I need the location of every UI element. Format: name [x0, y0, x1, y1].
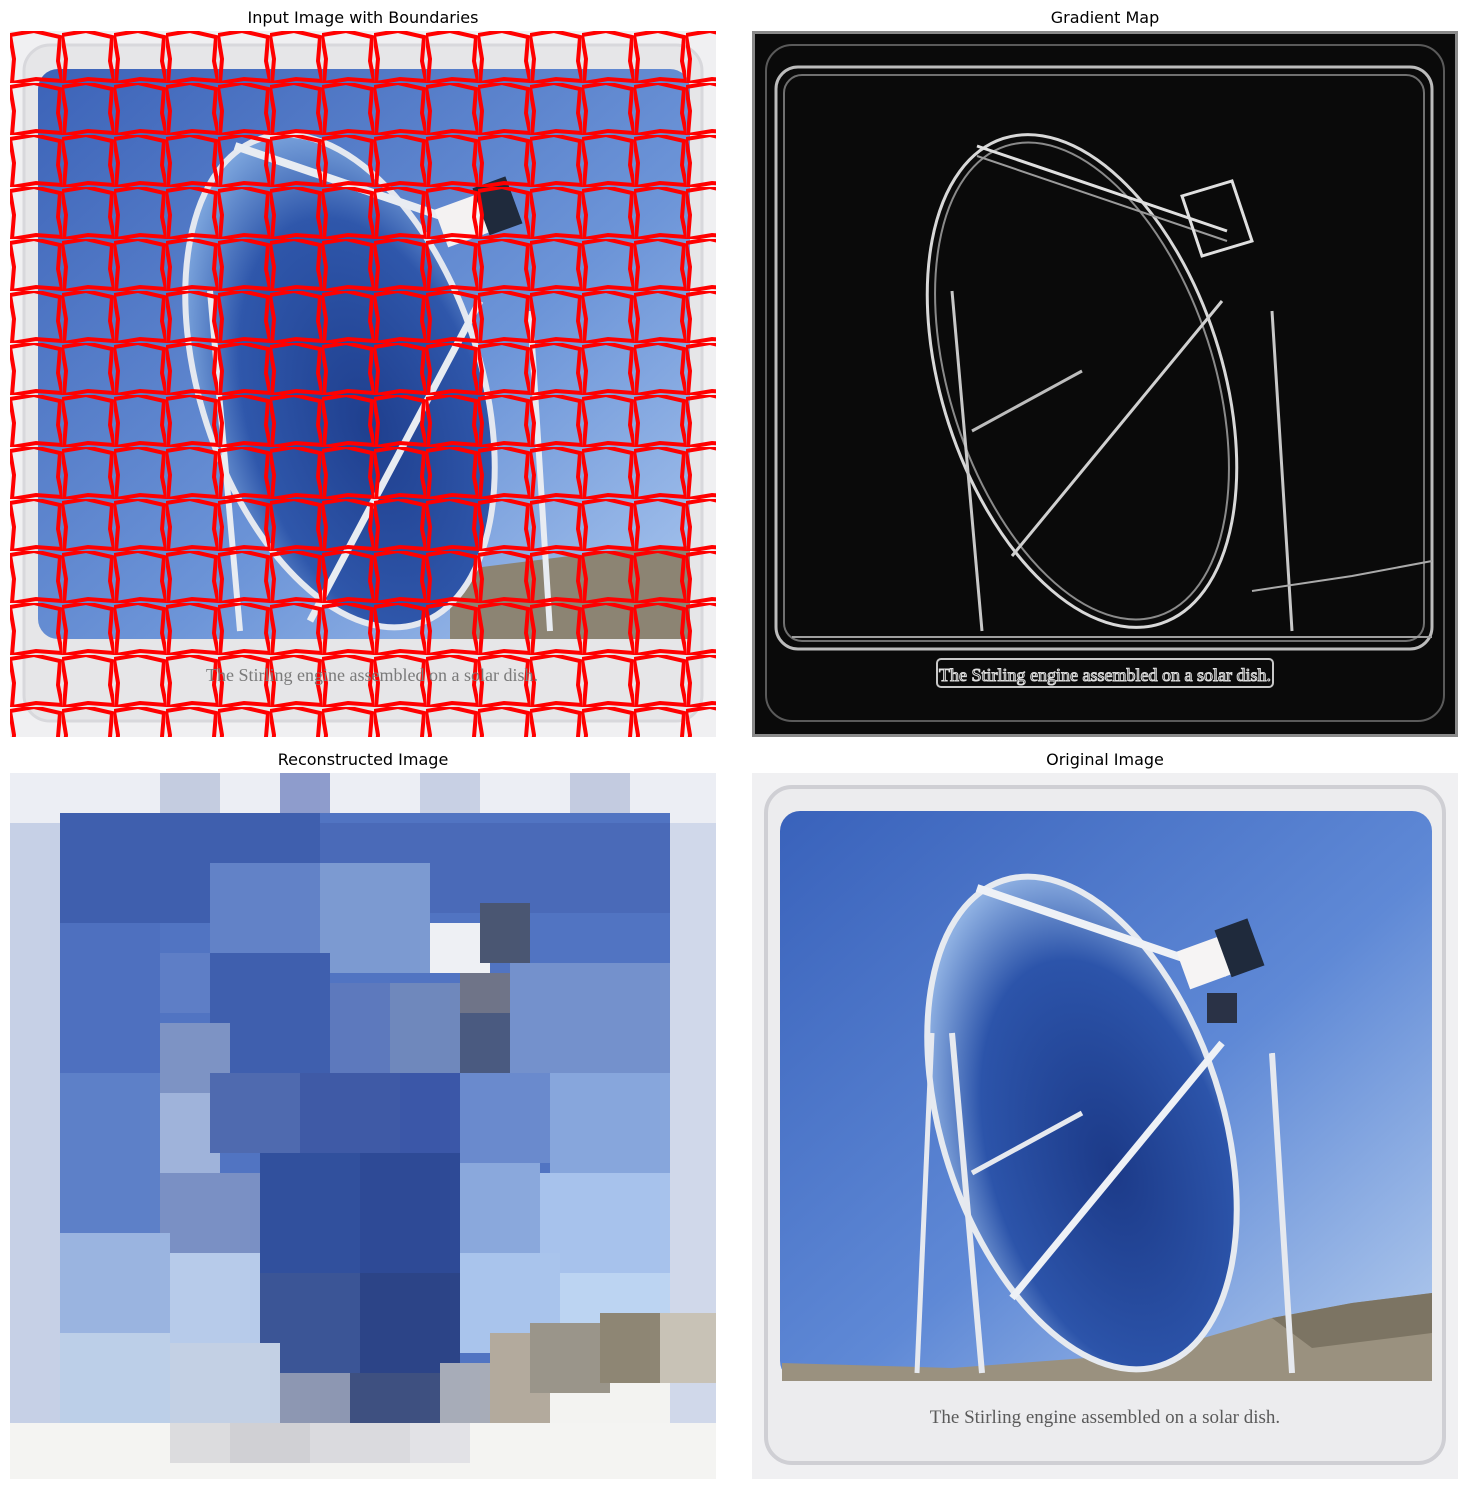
- panel-title-gradient: Gradient Map: [1050, 8, 1160, 27]
- boundaries-panel: The Stirling engine assembled on a solar…: [10, 31, 716, 737]
- panel-title-boundaries: Input Image with Boundaries: [247, 8, 479, 27]
- gradient-panel: The Stirling engine assembled on a solar…: [752, 31, 1458, 737]
- gradient-image: The Stirling engine assembled on a solar…: [752, 31, 1458, 737]
- gradient-caption: The Stirling engine assembled on a solar…: [939, 665, 1271, 685]
- original-image: The Stirling engine assembled on a solar…: [752, 773, 1458, 1479]
- boundaries-image: The Stirling engine assembled on a solar…: [10, 31, 716, 737]
- superpixel-mosaic: [10, 773, 716, 1479]
- reconstructed-panel: [10, 773, 716, 1479]
- boundaries-caption: The Stirling engine assembled on a solar…: [206, 665, 538, 685]
- reconstructed-image: [10, 773, 716, 1479]
- original-caption: The Stirling engine assembled on a solar…: [930, 1407, 1280, 1428]
- panel-title-original: Original Image: [1046, 750, 1164, 769]
- panel-title-reconstructed: Reconstructed Image: [277, 750, 449, 769]
- original-panel: The Stirling engine assembled on a solar…: [752, 773, 1458, 1479]
